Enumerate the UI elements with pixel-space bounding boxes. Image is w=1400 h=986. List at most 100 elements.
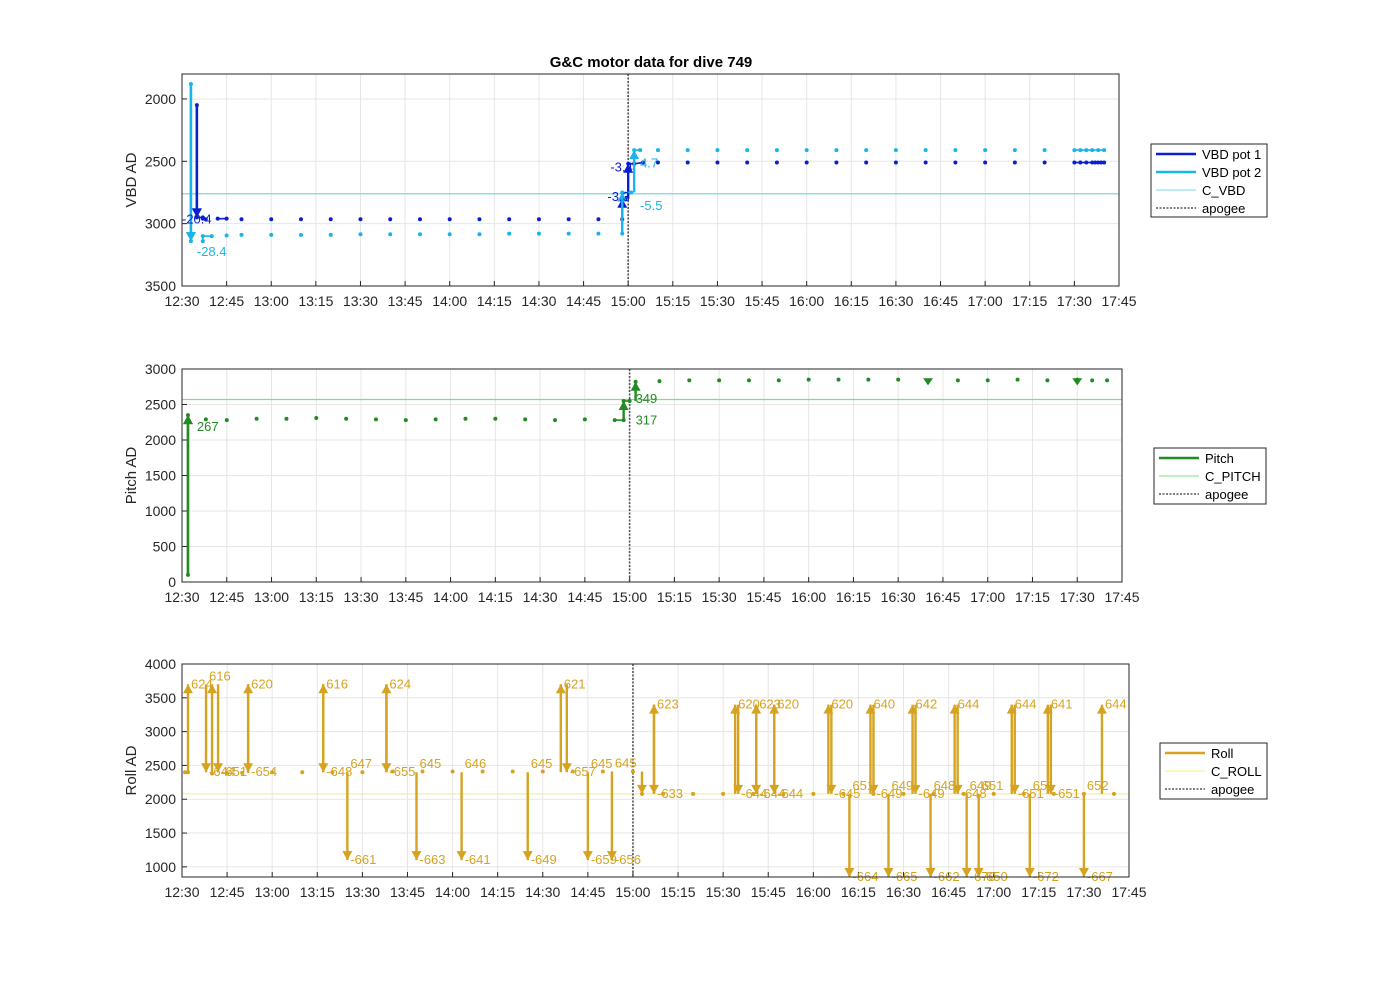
data-point [985,378,990,383]
roll-annotation: -644 [209,764,235,779]
data-point [717,378,722,383]
data-point [1045,378,1050,383]
data-point [224,233,229,238]
x-tick-label: 12:45 [209,589,244,605]
axes-frame [181,73,1120,287]
data-point [811,791,816,796]
y-tick-label: 1000 [145,503,176,519]
x-tick-label: 13:15 [299,589,334,605]
data-point [270,770,275,775]
roll-annotation: -657 [570,764,596,779]
legend-label: apogee [1202,201,1245,216]
x-tick-label: 14:45 [570,884,605,900]
axes-frame [181,663,1130,878]
x-tick-label: 16:45 [931,884,966,900]
data-point [254,416,259,421]
roll-annotation: 649 [891,778,913,793]
x-tick-label: 12:30 [164,884,199,900]
x-tick-label: 15:45 [745,293,780,309]
x-tick-label: 14:15 [477,293,512,309]
data-annotation: -3.4 [610,159,632,174]
roll-annotation: -644 [759,786,785,801]
data-annotation: -20.4 [182,212,212,227]
data-point [284,416,289,421]
x-tick-label: 13:30 [343,293,378,309]
data-annotation: -5.5 [640,198,662,213]
x-tick-label: 14:00 [435,884,470,900]
roll-annotation: -641 [465,852,491,867]
data-point [1012,160,1017,165]
data-point [955,378,960,383]
roll-annotation: 648 [934,778,956,793]
roll-move-arrow-head [1024,868,1035,877]
data-annotation: -28.4 [197,244,227,259]
data-point [953,160,958,165]
roll-move-arrow-head [769,784,780,794]
data-point [864,160,869,165]
roll-move-arrow-head [733,784,744,794]
x-tick-label: 14:15 [478,589,513,605]
data-point [836,377,841,382]
vbd-panel: 12:30 12:45 13:00 13:15 13:30 13:45 14:00 14:15… [123,73,1137,309]
data-point [269,232,274,237]
data-point [1105,378,1110,383]
x-tick-label: 15:30 [706,884,741,900]
x-tick-label: 17:00 [968,293,1003,309]
roll-annotation: -633 [657,786,683,801]
data-point [834,148,839,153]
data-point [582,417,587,422]
roll-annotation: 624 [389,676,411,691]
x-tick-label: 13:45 [388,293,423,309]
x-tick-label: 16:00 [796,884,831,900]
y-tick-label: 3500 [145,690,176,706]
legend-label: C_VBD [1202,183,1245,198]
roll-annotation: 646 [465,756,487,771]
roll-annotation: -649 [919,786,945,801]
y-axis-label: VBD AD [123,152,140,207]
data-point [1042,160,1047,165]
roll-move-arrow-head [883,868,894,877]
x-tick-label: 12:30 [164,293,199,309]
x-tick-label: 16:30 [886,884,921,900]
roll-move-arrow-head [606,851,617,861]
plot-area [182,74,1119,286]
move-arrow-head [629,150,640,160]
roll-annotation: 620 [251,676,273,691]
data-point [328,232,333,237]
data-point [806,377,811,382]
legend-label: apogee [1211,782,1254,797]
data-point [540,769,545,774]
x-tick-label: 15:30 [702,589,737,605]
x-tick-label: 15:45 [751,884,786,900]
data-point [240,770,245,775]
data-point [566,231,571,236]
legend-label: Pitch [1205,451,1234,466]
roll-move-arrow-head [751,784,762,794]
data-point [570,769,575,774]
move-arrow-head [617,192,628,202]
move-arrow-head [630,381,641,391]
x-tick-label: 15:00 [615,884,650,900]
roll-move-arrow-head [456,851,467,861]
data-point [300,770,305,775]
roll-move-arrow-head [342,851,353,861]
roll-annotation: 644 [958,697,980,712]
y-tick-label: 2500 [145,153,176,169]
legend-label: C_PITCH [1205,469,1261,484]
x-tick-label: 16:00 [789,293,824,309]
series-segment [634,161,644,165]
data-point [203,417,208,422]
data-point [1042,148,1047,153]
data-point [1090,378,1095,383]
data-point [239,232,244,237]
y-tick-label: 2000 [145,91,176,107]
data-point [373,417,378,422]
data-point [596,231,601,236]
roll-annotation: 624 [191,676,213,691]
data-point [866,377,871,382]
data-point [721,791,726,796]
data-point [480,769,485,774]
series-segment [202,217,206,221]
data-point [841,791,846,796]
